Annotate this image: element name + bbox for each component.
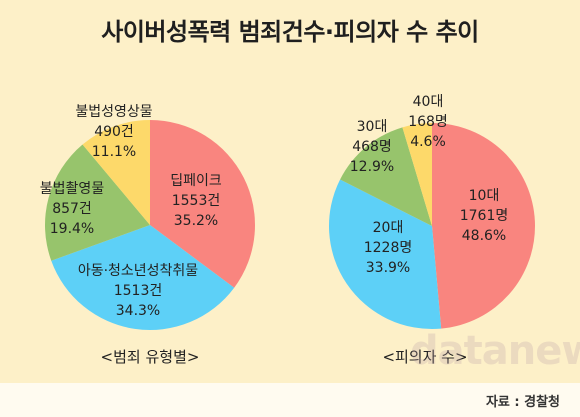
pie0-slice-2-label: 불법촬영물 (40, 181, 105, 197)
pie0-slice-0-label: 딥페이크 (170, 173, 222, 189)
pie1-slice-1-percent: 33.9% (366, 260, 410, 276)
pie1-slice-3-value: 168명 (408, 114, 448, 130)
caption-suspects: <피의자 수> (382, 348, 468, 366)
pie1-slice-3 (402, 123, 432, 226)
pie1-slice-3-label: 40대 (413, 94, 444, 110)
pie0-slice-0-value: 1553건 (172, 193, 221, 209)
pie1-slice-1-value: 1228명 (364, 240, 413, 256)
pie1-slice-0-percent: 48.6% (462, 228, 506, 244)
pie0-slice-0-percent: 35.2% (174, 213, 218, 229)
pie1-slice-2-value: 468명 (352, 139, 392, 155)
pie1-slice-2-label: 30대 (357, 119, 388, 135)
pie0-slice-1-value: 1513건 (114, 283, 163, 299)
caption-crime-type: <범죄 유형별> (100, 348, 200, 366)
pie-chart-crime-type: 딥페이크 1553건 35.2% 아동·청소년성착취물 1513건 34.3% 불법촬영물 8… (40, 104, 256, 331)
pie1-slice-3-percent: 4.6% (410, 134, 446, 150)
chart-title: 사이버성폭력 범죄건수·피의자 수 추이 (101, 18, 479, 46)
pie0-slice-3 (82, 120, 150, 225)
pie0-slice-1-percent: 34.3% (116, 303, 160, 319)
pie1-slice-0-label: 10대 (469, 188, 500, 204)
pie0-slice-3-label: 불법성영상물 (75, 104, 152, 120)
pie0-slice-2-value: 857건 (52, 201, 92, 217)
pie0-slice-2 (45, 144, 150, 261)
pie0-slice-1-label: 아동·청소년성착취물 (78, 263, 198, 279)
pie0-slice-2-percent: 19.4% (50, 221, 94, 237)
pie0-slice-3-value: 490건 (94, 124, 134, 140)
watermark-logo: datanews (410, 328, 580, 374)
source-note: 자료 : 경찰청 (485, 395, 560, 410)
pie1-slice-1-label: 20대 (373, 220, 404, 236)
pie1-slice-2-percent: 12.9% (350, 159, 394, 175)
source-bar (0, 383, 580, 417)
pie1-slice-1 (329, 179, 442, 329)
pie1-slice-0 (432, 123, 535, 329)
pie0-slice-3-percent: 11.1% (92, 144, 136, 160)
pie-chart-suspects: 10대 1761명 48.6% 20대 1228명 33.9% 30대 468명 12.9% 40… (329, 94, 535, 329)
pie1-slice-2 (340, 127, 432, 226)
pie0-slice-0 (150, 120, 256, 288)
pie1-slice-0-value: 1761명 (460, 208, 509, 224)
pie0-slice-1 (51, 225, 235, 331)
